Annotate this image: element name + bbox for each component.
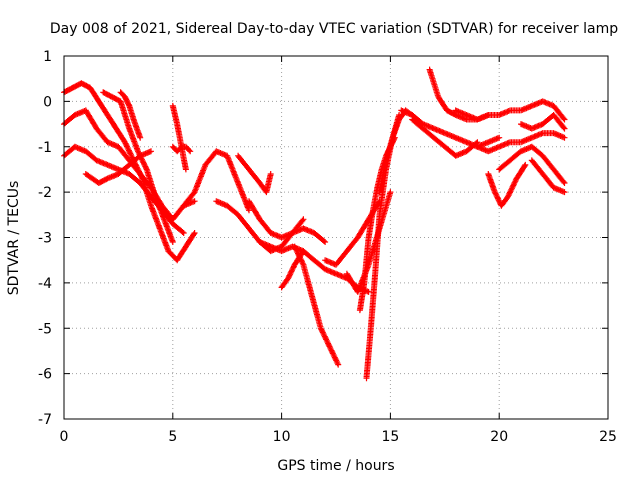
y-tick-label: -5 xyxy=(38,321,52,337)
data-series-11 xyxy=(235,152,274,196)
y-axis-ticks: -7 -6 -5 -4 -3 -2 -1 0 1 xyxy=(38,49,608,428)
series-markers xyxy=(246,198,329,245)
data-series-12 xyxy=(246,198,329,245)
data-series-27 xyxy=(496,143,568,186)
series-markers xyxy=(474,130,568,155)
series-markers xyxy=(452,98,568,123)
x-axis-label: GPS time / hours xyxy=(277,458,394,474)
series-markers xyxy=(180,148,252,214)
y-tick-label: -2 xyxy=(38,185,52,201)
x-tick-label: 0 xyxy=(60,429,69,445)
data-series-28 xyxy=(518,112,568,132)
y-tick-label: -7 xyxy=(38,412,52,428)
data-series-4 xyxy=(82,148,154,186)
data-series-29 xyxy=(528,157,568,196)
series-markers xyxy=(376,107,416,196)
y-tick-label: 1 xyxy=(43,49,52,65)
x-tick-label: 25 xyxy=(599,429,617,445)
data-series-22 xyxy=(409,116,481,159)
series-markers xyxy=(235,152,274,196)
data-series-25 xyxy=(474,130,568,155)
series-markers xyxy=(485,161,529,209)
data-series-20 xyxy=(376,107,416,196)
x-tick-label: 20 xyxy=(490,429,508,445)
data-series-15 xyxy=(291,243,342,368)
series-markers xyxy=(291,243,342,368)
y-tick-label: -6 xyxy=(38,367,52,383)
data-series-9 xyxy=(180,148,252,214)
data-points xyxy=(61,66,568,382)
series-markers xyxy=(169,102,189,173)
series-markers xyxy=(117,89,144,141)
series-markers xyxy=(528,157,568,196)
y-tick-label: 0 xyxy=(43,94,52,110)
x-tick-label: 5 xyxy=(168,429,177,445)
series-markers xyxy=(518,112,568,132)
x-tick-label: 10 xyxy=(273,429,291,445)
series-markers xyxy=(100,89,176,245)
data-series-6 xyxy=(117,89,144,141)
y-axis-label: SDTVAR / TECUs xyxy=(6,181,22,296)
chart-title: Day 008 of 2021, Sidereal Day-to-day VTE… xyxy=(50,21,618,37)
data-series-8 xyxy=(169,102,189,173)
series-markers xyxy=(409,116,481,159)
x-axis-ticks: 0 5 10 15 20 25 xyxy=(60,56,617,445)
data-series-5 xyxy=(100,89,176,245)
series-markers xyxy=(82,148,154,186)
x-tick-label: 15 xyxy=(381,429,399,445)
y-tick-label: -1 xyxy=(38,140,52,156)
data-series-26 xyxy=(485,161,529,209)
y-tick-label: -4 xyxy=(38,276,52,292)
y-tick-label: -3 xyxy=(38,231,52,247)
data-series-24 xyxy=(452,98,568,123)
series-markers xyxy=(496,143,568,186)
